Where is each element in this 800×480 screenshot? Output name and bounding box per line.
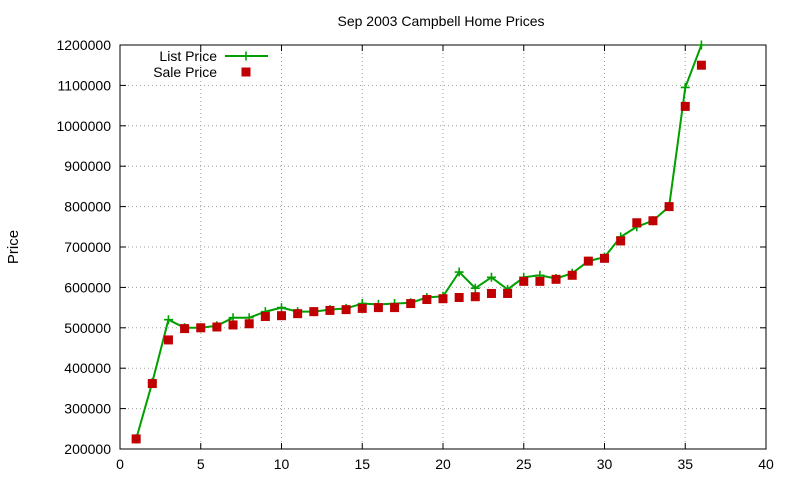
x-tick-label: 25 (516, 456, 532, 472)
y-tick-label: 300000 (64, 401, 111, 417)
data-point-list-price (454, 267, 464, 277)
grid (120, 45, 766, 449)
data-point-sale-price (519, 276, 529, 286)
legend-label-list-price: List Price (159, 48, 217, 64)
data-point-sale-price (212, 322, 222, 332)
x-tick-label: 15 (354, 456, 370, 472)
data-point-list-price (696, 40, 706, 50)
data-point-sale-price (163, 335, 173, 345)
x-tick-label: 40 (758, 456, 774, 472)
data-point-list-price (277, 303, 286, 313)
data-point-sale-price (244, 319, 254, 329)
x-tick-label: 10 (274, 456, 290, 472)
x-tick-label: 30 (597, 456, 613, 472)
data-point-sale-price (147, 379, 157, 389)
x-tick-label: 35 (677, 456, 693, 472)
data-point-sale-price (406, 299, 416, 309)
y-tick-label: 200000 (64, 441, 111, 457)
y-tick-label: 1100000 (58, 77, 112, 93)
axes: 0 5 10 15 20 25 30 35 40 200000 300000 400000 500000… (56, 37, 774, 472)
plot-frame (119, 44, 767, 450)
y-tick-label: 600000 (64, 279, 111, 295)
data-point-sale-price (535, 276, 545, 286)
y-tick-label: 900000 (64, 158, 111, 174)
data-point-sale-price (664, 202, 674, 212)
legend-marker-list-price (241, 51, 251, 61)
data-point-list-price (486, 272, 496, 282)
data-point-sale-price (632, 218, 642, 228)
series-line-list-price (135, 44, 703, 440)
x-tick-label: 20 (435, 456, 451, 472)
x-tick-label: 0 (116, 456, 124, 472)
data-point-sale-price (503, 288, 513, 298)
data-point-sale-price (454, 293, 464, 302)
data-point-sale-price (131, 434, 141, 444)
legend: List Price Sale Price (153, 48, 268, 80)
data-point-sale-price (616, 236, 626, 246)
plot-area (131, 40, 706, 444)
data-point-sale-price (325, 305, 335, 315)
data-point-sale-price (696, 60, 706, 70)
x-tick-label: 5 (197, 456, 205, 472)
data-point-sale-price (390, 303, 400, 313)
data-point-sale-price (583, 256, 593, 266)
data-point-sale-price (551, 274, 561, 284)
data-point-sale-price (470, 292, 480, 302)
y-tick-label: 800000 (64, 199, 111, 215)
data-point-sale-price (228, 320, 238, 330)
data-point-sale-price (567, 270, 577, 280)
y-tick-label: 500000 (64, 320, 111, 336)
legend-label-sale-price: Sale Price (153, 64, 217, 80)
data-point-sale-price (180, 324, 190, 334)
data-point-sale-price (196, 323, 206, 333)
data-point-sale-price (600, 253, 609, 263)
data-point-sale-price (422, 295, 432, 305)
data-point-list-price (163, 315, 173, 325)
y-tick-label: 1200000 (56, 37, 111, 53)
y-axis-label: Price (5, 230, 22, 264)
data-point-sale-price (373, 303, 383, 313)
data-point-sale-price (648, 216, 658, 226)
data-point-sale-price (260, 311, 270, 321)
data-point-sale-price (486, 288, 496, 298)
data-point-sale-price (438, 294, 448, 304)
y-tick-label: 400000 (64, 360, 111, 376)
data-point-list-price (470, 283, 480, 293)
data-point-sale-price (341, 305, 351, 315)
y-tick-label: 700000 (64, 239, 111, 255)
data-point-sale-price (680, 101, 690, 111)
data-point-sale-price (277, 311, 286, 321)
y-tick-label: 1000000 (56, 118, 111, 134)
series-sale-price (131, 60, 706, 444)
data-point-list-price (680, 82, 690, 92)
data-point-sale-price (293, 309, 303, 319)
data-point-sale-price (309, 307, 319, 317)
data-point-sale-price (357, 303, 367, 313)
chart-title: Sep 2003 Campbell Home Prices (338, 13, 545, 29)
legend-marker-sale-price (241, 67, 251, 77)
